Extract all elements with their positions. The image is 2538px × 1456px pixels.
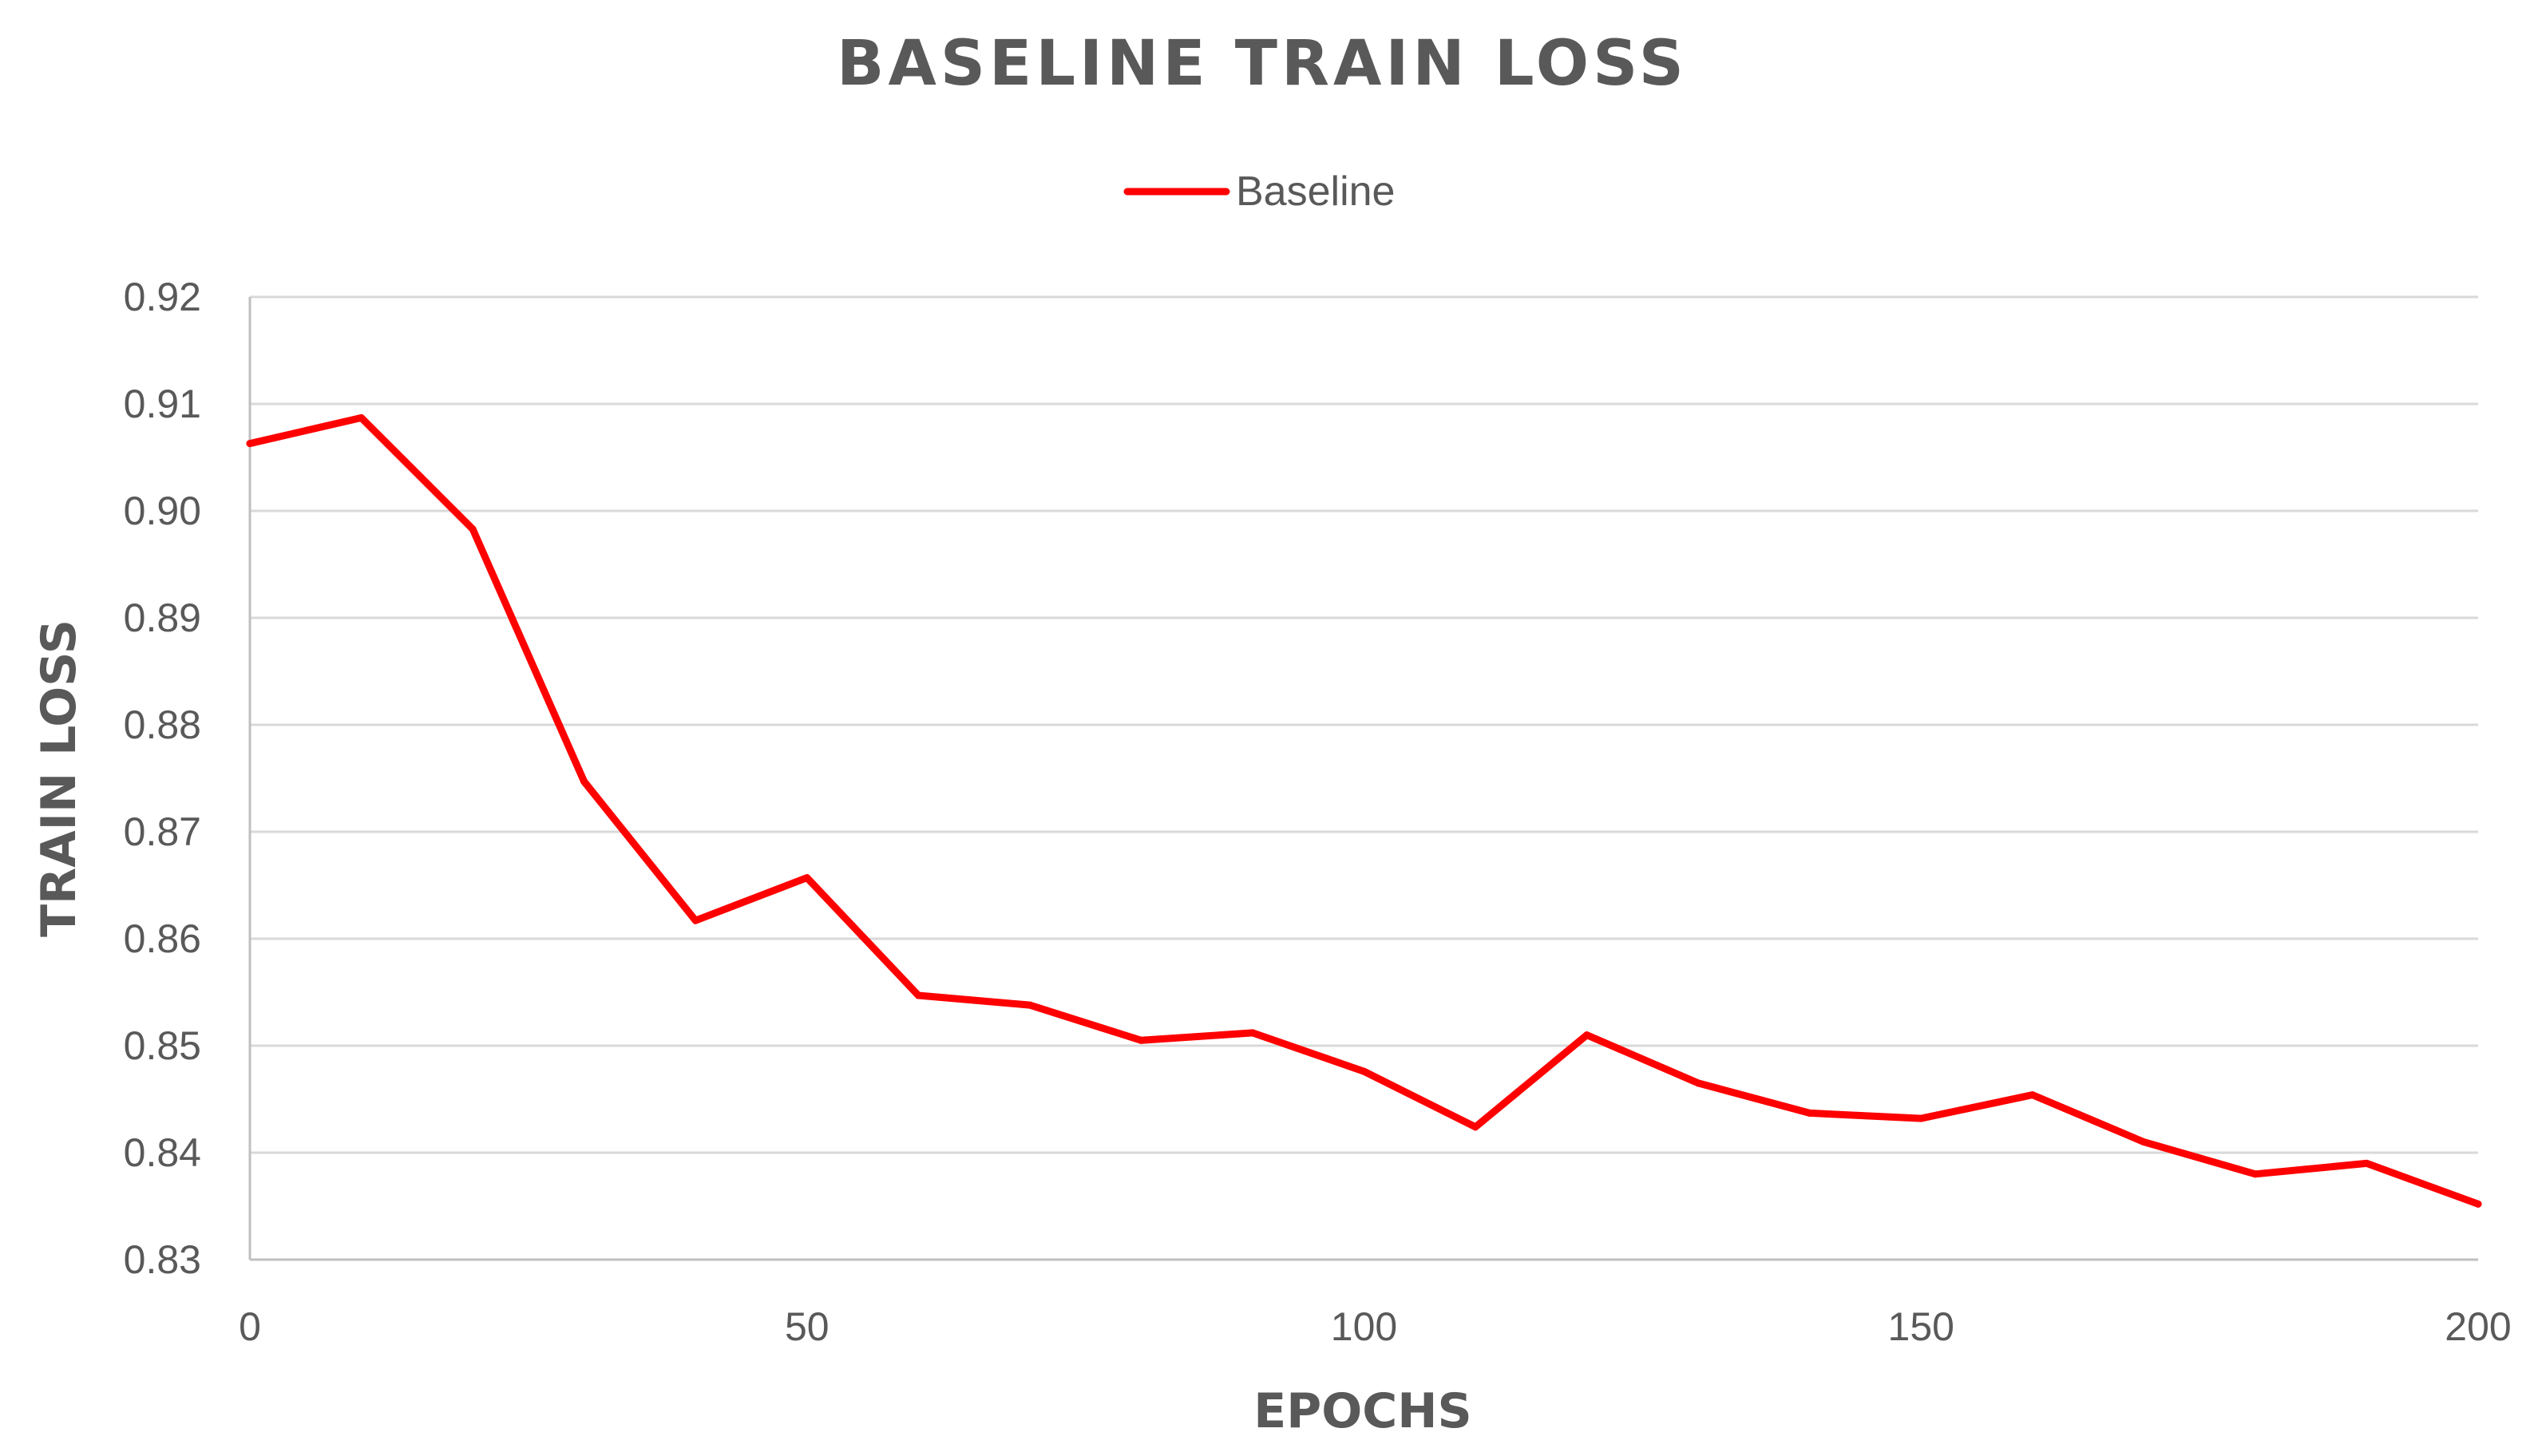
data-point: [1249, 1029, 1257, 1037]
data-point: [2251, 1170, 2259, 1178]
data-point: [2474, 1200, 2482, 1208]
y-tick-label: 0.83: [124, 1237, 201, 1282]
y-axis-title: TRAIN LOSS: [31, 619, 87, 937]
data-point: [2362, 1159, 2370, 1167]
data-point: [1471, 1123, 1479, 1131]
y-tick-label: 0.87: [124, 809, 201, 854]
x-axis-title: EPOCHS: [1253, 1383, 1471, 1439]
data-point: [246, 440, 254, 448]
data-point: [1694, 1079, 1702, 1087]
y-tick-label: 0.88: [124, 702, 201, 747]
data-point: [1917, 1114, 1925, 1122]
data-point: [803, 874, 811, 882]
data-point: [1806, 1109, 1814, 1117]
data-point: [358, 413, 366, 421]
series-line-baseline: [246, 413, 2482, 1208]
y-tick-label: 0.89: [124, 595, 201, 640]
y-tick-label: 0.84: [124, 1130, 201, 1175]
data-point: [1137, 1036, 1145, 1044]
y-axis-ticks: 0.83 0.84 0.85 0.86 0.87 0.88 0.89 0.90 0.91 0.92: [124, 275, 201, 1282]
x-tick-label: 200: [2445, 1304, 2511, 1349]
x-axis-ticks: 0 50 100 150 200: [239, 1304, 2512, 1349]
x-tick-label: 50: [785, 1304, 830, 1349]
y-tick-label: 0.85: [124, 1023, 201, 1068]
data-point: [2029, 1091, 2037, 1099]
data-point: [2140, 1138, 2148, 1146]
gridlines: [250, 295, 2478, 1154]
y-tick-label: 0.90: [124, 489, 201, 533]
chart-title: BASELINE TRAIN LOSS: [837, 28, 1688, 100]
x-tick-label: 100: [1331, 1304, 1397, 1349]
data-point: [580, 777, 588, 785]
legend: Baseline: [1123, 168, 1395, 215]
y-tick-label: 0.92: [124, 275, 201, 319]
data-point: [1360, 1067, 1368, 1075]
data-point: [691, 916, 699, 924]
axes: [248, 297, 2478, 1261]
data-point: [914, 991, 922, 999]
y-tick-label: 0.86: [124, 916, 201, 961]
x-tick-label: 150: [1888, 1304, 1954, 1349]
data-point: [1583, 1031, 1591, 1039]
series-layer: [246, 413, 2482, 1208]
data-point: [469, 525, 477, 533]
y-tick-label: 0.91: [124, 382, 201, 426]
x-tick-label: 0: [239, 1304, 261, 1349]
data-point: [1026, 1001, 1034, 1009]
legend-label-baseline: Baseline: [1236, 168, 1395, 215]
